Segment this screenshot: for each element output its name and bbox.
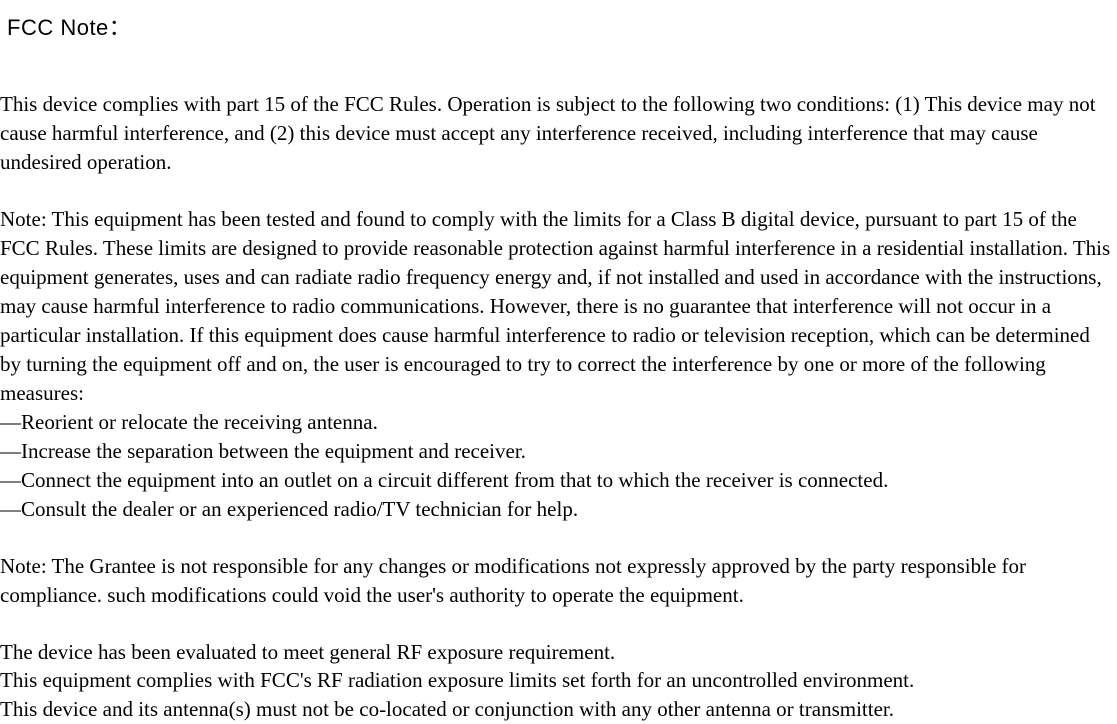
class-b-intro-text: Note: This equipment has been tested and…: [0, 207, 1110, 405]
paragraph-compliance: This device complies with part 15 of the…: [0, 90, 1115, 177]
page-title: FCC Note：: [7, 10, 1117, 42]
rf-line: This equipment complies with FCC's RF ra…: [0, 666, 1115, 695]
document-content: This device complies with part 15 of the…: [0, 90, 1117, 724]
measure-item: —Increase the separation between the equ…: [0, 437, 1115, 466]
measure-item: —Connect the equipment into an outlet on…: [0, 466, 1115, 495]
measure-item: —Reorient or relocate the receiving ante…: [0, 408, 1115, 437]
paragraph-class-b: Note: This equipment has been tested and…: [0, 205, 1115, 524]
paragraph-rf-exposure: The device has been evaluated to meet ge…: [0, 638, 1115, 724]
measure-item: —Consult the dealer or an experienced ra…: [0, 495, 1115, 524]
rf-line: The device has been evaluated to meet ge…: [0, 638, 1115, 667]
paragraph-grantee: Note: The Grantee is not responsible for…: [0, 552, 1115, 610]
rf-line: This device and its antenna(s) must not …: [0, 695, 1115, 724]
